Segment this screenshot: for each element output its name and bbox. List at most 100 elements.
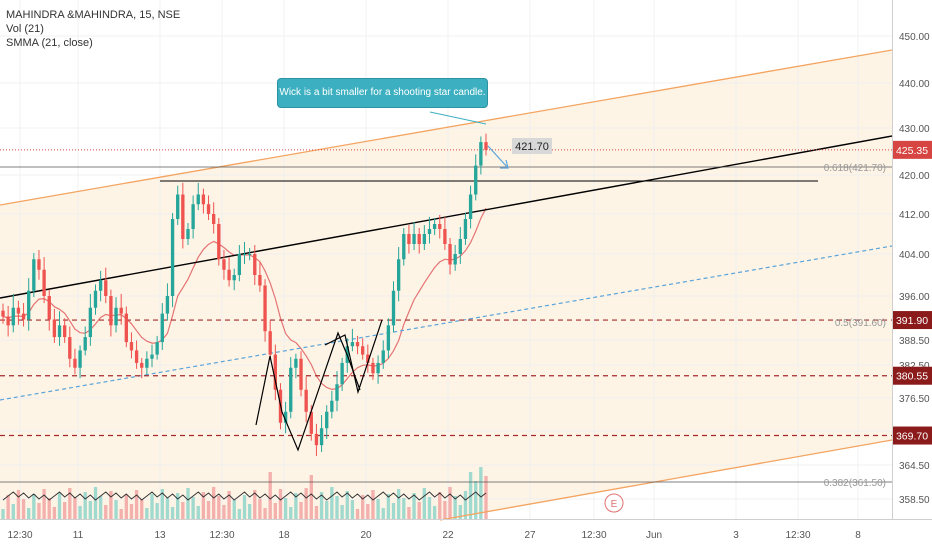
arrow-head [500,159,509,169]
volume-bar [376,499,380,519]
candle-body [6,316,10,326]
candle-body [463,219,468,239]
volume-bar [422,488,427,519]
volume-bar [186,488,190,519]
legend-smma[interactable]: SMMA (21, close) [6,37,93,49]
candle-body [402,234,406,260]
y-tick-label: 396.00 [899,292,930,303]
volume-bar [474,481,478,519]
fib-label: 0.5(391.60) [835,318,886,329]
candle-body [52,319,57,338]
candle-body [371,362,375,374]
candle-body [83,337,87,351]
volume-bar [294,493,298,519]
volume-bar [448,487,452,519]
candle-body [37,259,41,270]
trendline [0,135,893,299]
candle-body [124,313,128,343]
annotation-callout[interactable]: Wick is a bit smaller for a shooting sta… [277,78,488,108]
pattern-line [324,319,383,395]
volume-bar [427,497,432,519]
price-tag-bg [512,138,552,154]
price-badge: 380.55 [896,371,928,383]
volume-bar [289,507,293,519]
candle-body [206,204,211,214]
volume-bar [417,502,421,519]
volume-bar [309,475,313,519]
candle-body [165,296,170,314]
volume-bar [381,508,385,519]
x-tick-label: 12:30 [785,530,810,541]
candle-body [407,234,411,244]
volume-bar [1,509,5,519]
volume-bar [109,491,113,519]
candle-body [104,280,108,296]
candle-body [201,194,206,205]
volume-bar [217,496,221,519]
volume-bar [391,503,396,519]
volume-bar [319,492,324,519]
volume-bar [27,508,31,519]
candle-body [458,239,462,254]
event-marker: E [611,499,618,510]
candle-body [319,428,324,446]
fib-label: 0.382(361.50) [824,478,886,489]
candle-body [140,362,144,368]
candle-body [350,342,355,347]
candle-body [412,234,416,244]
volume-bar [335,496,339,519]
candle-body [170,219,175,296]
volume-bar [150,494,154,519]
candle-body [16,307,21,314]
volume-bar [273,503,277,519]
volume-bar [402,498,406,519]
candle-body [73,358,77,368]
candle-body [453,254,457,265]
volume-bar [83,492,87,519]
candle-body [186,229,190,239]
volume-bar [278,489,283,519]
volume-bar [11,504,15,519]
volume-bar [263,508,267,519]
price-badge-bg [893,366,932,385]
volume-bar [206,501,211,519]
legend-volume[interactable]: Vol (21) [6,23,44,35]
candle-body [432,224,437,229]
y-tick-label: 450.00 [899,32,930,43]
volume-bar [104,505,108,519]
x-tick-label: Jun [646,530,662,541]
candle-body [32,259,36,291]
volume-bar [299,502,303,519]
w-pattern-line [255,331,361,452]
candle-body [222,259,226,270]
volume-bar [242,495,247,519]
volume-bar [21,499,26,519]
candle-body [283,411,288,423]
y-tick-label: 388.50 [899,336,930,347]
candle-body [294,358,298,368]
volume-bar [170,507,175,519]
y-tick-label: 358.50 [899,495,930,506]
volume-bar [366,504,370,519]
candle-body [88,307,93,338]
candle-body [325,411,329,429]
candle-body [27,290,31,320]
candle-body [237,254,242,275]
volume-bar [165,498,170,519]
volume-bar [52,507,57,519]
candle-body [232,275,236,281]
candle-body [299,358,303,390]
candle-body [438,224,442,229]
candle-body [448,244,452,265]
candle-body [134,350,139,363]
volume-bar [37,503,41,519]
price-badge: 369.70 [896,431,928,443]
candle-body [273,354,277,390]
candle-body [191,204,195,229]
legend-symbol[interactable]: MAHINDRA &MAHINDRA, 15, NSE [6,9,181,21]
candle-body [479,142,483,166]
candle-body [422,234,427,244]
candle-body [355,342,360,347]
volume-bar [484,476,488,519]
volume-bar [258,499,262,519]
